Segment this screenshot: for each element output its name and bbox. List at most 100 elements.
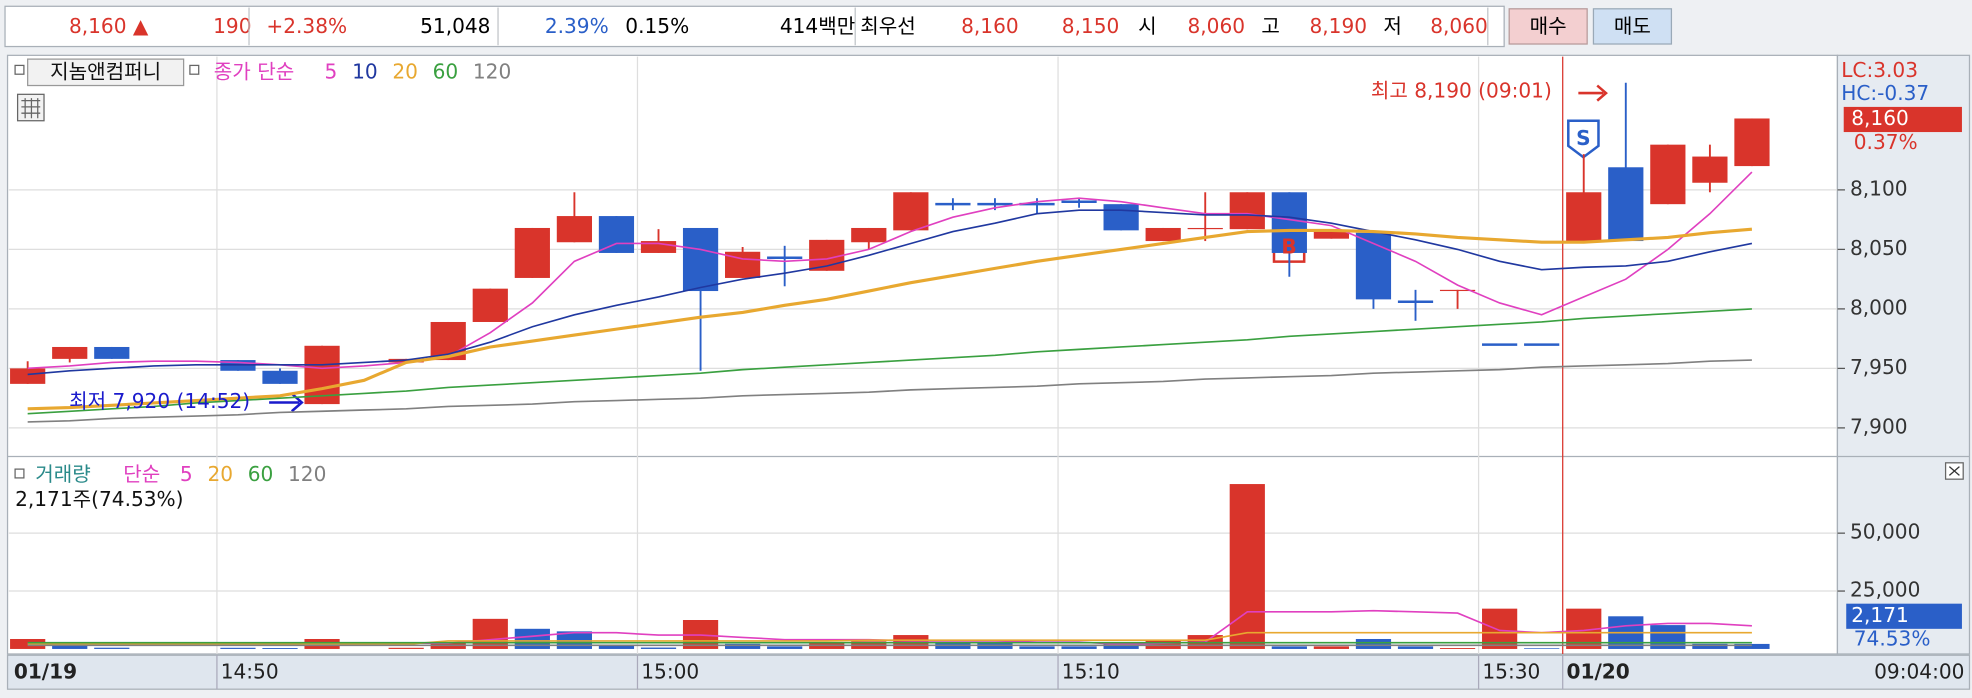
ma-label: 단순 bbox=[123, 462, 160, 486]
high-arrow bbox=[1578, 84, 1608, 102]
volume-bar bbox=[514, 628, 550, 649]
x-tick-label: 14:50 bbox=[221, 659, 279, 683]
volume-bar bbox=[262, 648, 298, 649]
chart-title: 지놈앤컴퍼니 bbox=[50, 59, 161, 83]
volume-bar bbox=[1397, 646, 1434, 649]
ma-label: 종가 단순 bbox=[214, 59, 294, 83]
ma-line bbox=[27, 308, 1752, 415]
y-tick-label: 8,100 bbox=[1850, 176, 1908, 200]
last-price-box bbox=[1843, 106, 1962, 133]
volume-bar bbox=[52, 645, 88, 649]
candle-body bbox=[682, 227, 719, 292]
y-tick-label: 25,000 bbox=[1850, 578, 1920, 602]
volume-bar bbox=[1524, 648, 1560, 649]
candle-body bbox=[893, 192, 929, 231]
y-tick-label: 7,950 bbox=[1850, 355, 1908, 379]
candle-body bbox=[1608, 167, 1644, 242]
candle-body bbox=[1692, 156, 1728, 183]
ma-line bbox=[27, 209, 1753, 376]
sell-button[interactable] bbox=[1592, 8, 1673, 45]
sell-marker-label: S bbox=[1576, 126, 1590, 150]
volume-bar bbox=[640, 647, 677, 649]
header-item: 414백만 bbox=[780, 14, 855, 38]
x-tick-label: 01/19 bbox=[14, 659, 77, 683]
lc-label: LC:3.03 bbox=[1841, 58, 1918, 82]
header-item: 8,160 ▲ bbox=[69, 14, 149, 38]
volume-bar bbox=[94, 647, 130, 649]
axis-panel bbox=[1836, 54, 1971, 655]
volume-bar bbox=[1355, 638, 1392, 649]
header-item: 고 bbox=[1261, 14, 1280, 38]
y-tick-label: 8,000 bbox=[1850, 295, 1908, 319]
last-volume-box bbox=[1846, 603, 1962, 629]
last-pct: 0.37% bbox=[1854, 130, 1918, 154]
legend-entry: 20 bbox=[392, 59, 418, 83]
y-tick-label: 50,000 bbox=[1850, 520, 1920, 544]
header-item: 190 bbox=[213, 14, 251, 38]
volume-ma-line bbox=[27, 631, 1752, 646]
ma-line bbox=[27, 227, 1753, 411]
volume-bar bbox=[1313, 646, 1350, 649]
header-item: 시 bbox=[1138, 14, 1157, 38]
volume-bar bbox=[598, 645, 635, 649]
candle-body bbox=[52, 346, 88, 359]
legend-entry: 120 bbox=[473, 59, 511, 83]
low-annotation: 최저 7,920 (14:52) bbox=[69, 389, 250, 413]
header-item: 8,060 bbox=[1187, 14, 1245, 38]
header-item: 51,048 bbox=[420, 14, 490, 38]
icon bbox=[14, 64, 25, 75]
candle-body bbox=[94, 346, 130, 359]
header-item: 8,160 bbox=[961, 14, 1019, 38]
legend-entry: 20 bbox=[208, 462, 234, 486]
candle-body bbox=[1145, 227, 1181, 242]
candle-body bbox=[1566, 192, 1602, 242]
icon bbox=[14, 468, 25, 479]
time-axis bbox=[6, 654, 1971, 690]
ma-line bbox=[27, 359, 1752, 423]
candle-body bbox=[556, 216, 593, 243]
grid-icon-lines bbox=[21, 98, 41, 119]
hc-label: HC:-0.37 bbox=[1841, 81, 1929, 105]
buy-label[interactable]: 매수 bbox=[1530, 14, 1567, 38]
sell-label[interactable]: 매도 bbox=[1614, 14, 1651, 38]
last-price: 8,160 bbox=[1851, 106, 1909, 130]
chart-title: 거래량 bbox=[35, 462, 91, 486]
candle-body bbox=[1734, 118, 1770, 167]
volume-bar bbox=[220, 647, 256, 649]
candle-body bbox=[1229, 192, 1265, 230]
candle-body bbox=[1271, 192, 1307, 253]
time-label: 09:04:00 bbox=[1874, 659, 1964, 683]
candle-body bbox=[262, 370, 298, 384]
buy-marker-label: B bbox=[1281, 234, 1296, 258]
header-item: +2.38% bbox=[266, 14, 347, 38]
volume-bar bbox=[1229, 484, 1265, 649]
volume-bar bbox=[767, 646, 803, 649]
header-item: 8,190 bbox=[1309, 14, 1367, 38]
header-item: 2.39% bbox=[545, 14, 609, 38]
x-tick-label: 01/20 bbox=[1566, 659, 1629, 683]
volume-bar bbox=[1439, 648, 1476, 649]
legend-entry: 5 bbox=[324, 59, 337, 83]
last-volume-pct: 74.53% bbox=[1854, 627, 1931, 651]
volume-bar bbox=[472, 618, 508, 649]
legend-entry: 60 bbox=[248, 462, 274, 486]
name-box[interactable] bbox=[27, 58, 185, 87]
volume-bar bbox=[1692, 643, 1728, 649]
buy-button[interactable] bbox=[1508, 8, 1588, 45]
volume-summary: 2,171주(74.53%) bbox=[15, 487, 183, 511]
candle-body bbox=[1103, 204, 1139, 231]
volume-bar bbox=[1103, 643, 1139, 649]
header-item: 8,150 bbox=[1062, 14, 1120, 38]
last-volume: 2,171 bbox=[1851, 603, 1909, 627]
ma-line bbox=[27, 171, 1753, 370]
volume-bar bbox=[725, 643, 761, 649]
legend-entry: 10 bbox=[352, 59, 378, 83]
candle-body bbox=[1187, 227, 1223, 230]
volume-bar bbox=[388, 647, 424, 649]
volume-bar bbox=[1019, 646, 1055, 649]
sell-marker bbox=[1567, 119, 1600, 159]
header-item: 저 bbox=[1383, 14, 1402, 38]
legend-entry: 120 bbox=[288, 462, 326, 486]
volume-bar bbox=[1734, 643, 1770, 649]
